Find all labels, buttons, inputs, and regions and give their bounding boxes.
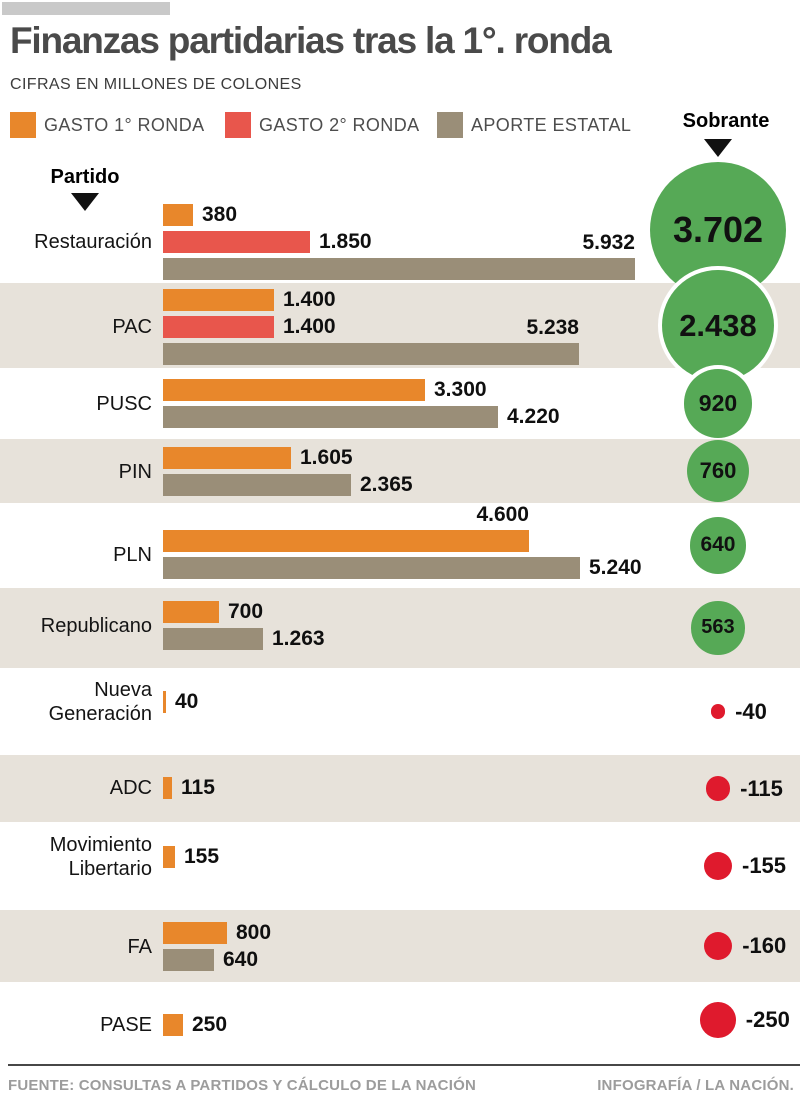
bar-gasto1 xyxy=(163,289,274,311)
surplus-value-label: -160 xyxy=(742,933,787,958)
party-row: Movimiento Libertario 155 -155 xyxy=(0,822,800,910)
legend-swatch-gasto1-icon xyxy=(10,112,36,138)
legend-item-gasto1: GASTO 1° RONDA xyxy=(10,112,205,138)
bar-aporte xyxy=(163,343,579,365)
footer-source: FUENTE: CONSULTAS A PARTIDOS Y CÁLCULO D… xyxy=(8,1077,476,1094)
party-row: FA 800 640 -160 xyxy=(0,910,800,982)
party-label: Movimiento Libertario xyxy=(49,834,152,880)
page-title: Finanzas partidarias tras la 1°. ronda xyxy=(10,20,612,61)
footer-credit: INFOGRAFÍA / LA NACIÓN. xyxy=(597,1077,794,1094)
bar-value-label: 1.400 xyxy=(283,315,336,338)
bar-aporte xyxy=(163,406,498,428)
bar-gasto1 xyxy=(163,601,219,623)
legend-item-gasto2: GASTO 2° RONDA xyxy=(225,112,420,138)
party-row: PLN 4.600 5.240 640 xyxy=(0,503,800,588)
surplus-value-label: -40 xyxy=(735,698,767,724)
sobrante-header: Sobrante xyxy=(682,110,770,132)
page-subtitle: CIFRAS EN MILLONES DE COLONES xyxy=(10,76,302,93)
sobrante-arrow-icon xyxy=(704,139,732,157)
bar-value-label: 700 xyxy=(228,600,264,623)
bar-gasto1 xyxy=(163,777,172,799)
bar-value-label: 3.300 xyxy=(434,378,487,401)
bar-value-label: 1.850 xyxy=(319,230,372,253)
bar-gasto1 xyxy=(163,530,529,552)
bar-gasto1 xyxy=(163,204,193,226)
bar-value-label: 4.220 xyxy=(507,405,560,428)
party-row: PASE 250 -250 xyxy=(0,982,800,1058)
party-label: PASE xyxy=(100,1014,152,1036)
surplus-circle-negative xyxy=(703,851,732,880)
party-label: PIN xyxy=(118,461,152,483)
party-row: PIN 1.605 2.365 760 xyxy=(0,439,800,503)
party-label: Republicano xyxy=(40,615,152,637)
bar-value-label: 4.600 xyxy=(476,503,529,526)
bar-value-label: 5.932 xyxy=(582,231,635,254)
bar-gasto1 xyxy=(163,1014,183,1036)
legend-label-aporte: APORTE ESTATAL xyxy=(471,114,632,135)
bar-gasto2 xyxy=(163,316,274,338)
bar-value-label: 800 xyxy=(236,921,272,944)
bar-value-label: 115 xyxy=(181,776,215,799)
legend-swatch-gasto2-icon xyxy=(225,112,251,138)
surplus-circle-positive: 640 xyxy=(689,517,747,574)
bar-value-label: 640 xyxy=(223,948,259,971)
bar-gasto1 xyxy=(163,922,227,944)
surplus-value-label: -115 xyxy=(740,775,783,801)
bar-value-label: 1.605 xyxy=(300,446,353,469)
surplus-value-label: -155 xyxy=(742,853,787,878)
bar-gasto1 xyxy=(163,691,166,713)
footer-rule xyxy=(8,1064,800,1066)
party-label: PUSC xyxy=(96,393,152,415)
surplus-value-label: -250 xyxy=(745,1007,790,1032)
legend-item-aporte: APORTE ESTATAL xyxy=(437,112,631,138)
bar-value-label: 2.365 xyxy=(360,473,413,496)
bar-gasto1 xyxy=(163,379,425,401)
party-label: PLN xyxy=(113,544,152,566)
surplus-circle-positive: 760 xyxy=(686,439,749,502)
surplus-circle-positive: 563 xyxy=(691,601,745,655)
legend-swatch-aporte-icon xyxy=(437,112,463,138)
party-row: ADC 115 -115 xyxy=(0,755,800,822)
surplus-circle-positive: 2.438 xyxy=(662,269,774,382)
surplus-circle-negative xyxy=(705,776,731,801)
bar-value-label: 40 xyxy=(175,690,199,713)
party-row: PAC 1.400 1.400 5.238 2.438 xyxy=(0,269,800,382)
chart-rows: Restauración 380 1.850 5.932 3.702 PAC 1.400 1.… xyxy=(0,161,800,1058)
bar-value-label: 5.238 xyxy=(526,316,579,339)
party-row: Nueva Generación 40 -40 xyxy=(0,668,800,755)
bar-value-label: 250 xyxy=(192,1013,228,1036)
bar-value-label: 380 xyxy=(202,203,238,226)
legend-label-gasto2: GASTO 2° RONDA xyxy=(259,114,420,135)
surplus-circle-negative xyxy=(710,704,726,719)
bar-value-label: 1.400 xyxy=(283,288,336,311)
bar-aporte xyxy=(163,949,214,971)
bar-value-label: 5.240 xyxy=(589,556,642,579)
party-label: ADC xyxy=(109,777,152,799)
surplus-circle-negative xyxy=(700,1002,736,1038)
partido-arrow-icon xyxy=(71,193,99,211)
party-label: Restauración xyxy=(34,231,152,253)
bar-gasto1 xyxy=(163,846,175,868)
party-row: PUSC 3.300 4.220 920 xyxy=(0,368,800,439)
bar-aporte xyxy=(163,474,351,496)
bar-aporte xyxy=(163,258,635,280)
surplus-circle-positive: 920 xyxy=(683,369,753,438)
party-label: Nueva Generación xyxy=(48,679,152,725)
surplus-circle-negative xyxy=(703,931,733,961)
party-label: FA xyxy=(127,936,152,958)
bar-value-label: 1.263 xyxy=(272,627,325,650)
bar-gasto1 xyxy=(163,447,291,469)
bar-aporte xyxy=(163,628,263,650)
bar-aporte xyxy=(163,557,580,579)
party-row: Restauración 380 1.850 5.932 3.702 xyxy=(0,161,800,299)
legend-label-gasto1: GASTO 1° RONDA xyxy=(44,114,205,135)
party-row: Republicano 700 1.263 563 xyxy=(0,588,800,668)
partido-header: Partido xyxy=(50,166,120,188)
bar-gasto2 xyxy=(163,231,310,253)
top-accent-bar xyxy=(2,2,170,15)
bar-value-label: 155 xyxy=(184,845,220,868)
party-label: PAC xyxy=(112,316,152,338)
